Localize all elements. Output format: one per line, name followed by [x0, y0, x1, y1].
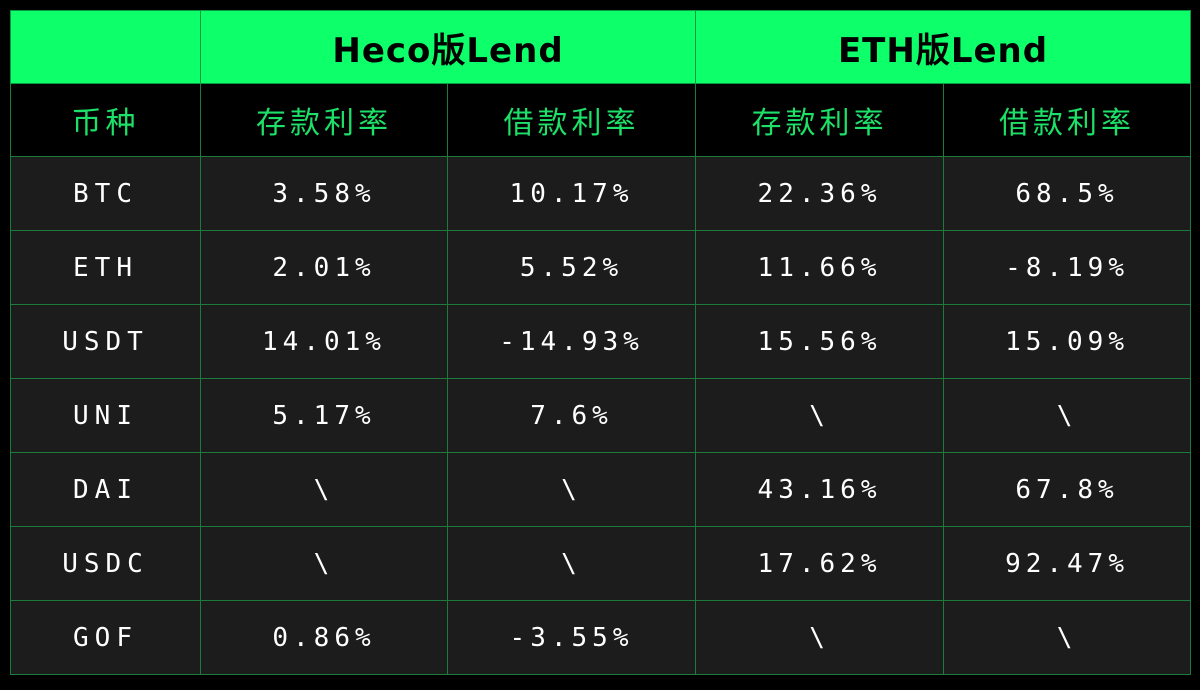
rates-table-container: Heco版Lend ETH版Lend 币种 存款利率 借款利率 存款利率 借款利…	[10, 10, 1192, 675]
rate-cell: \	[695, 378, 945, 453]
rate-cell: 17.62%	[695, 526, 945, 601]
rate-cell: 7.6%	[446, 378, 697, 453]
eth-deposit-rate: \	[809, 622, 830, 653]
eth-borrow-rate: \	[1056, 400, 1078, 431]
heco-deposit-rate-label: 存款利率	[256, 106, 392, 141]
eth-borrow-rate-header: 借款利率	[943, 83, 1192, 157]
heco-borrow-rate: -14.93%	[499, 326, 644, 357]
coin-name: GOF	[73, 622, 138, 653]
rate-cell: -14.93%	[446, 304, 697, 379]
heco-borrow-rate-header: 借款利率	[446, 83, 697, 157]
eth-deposit-rate-header: 存款利率	[695, 83, 945, 157]
rate-cell: 0.86%	[200, 600, 448, 675]
rate-cell: \	[695, 600, 945, 675]
heco-lend-title: Heco版Lend	[332, 30, 564, 71]
table-row-dai: DAI \ \ 43.16% 67.8%	[10, 452, 1192, 527]
rate-cell: 68.5%	[943, 156, 1192, 231]
rate-cell: 15.09%	[943, 304, 1192, 379]
coin-cell: BTC	[10, 156, 201, 231]
rate-cell: 14.01%	[200, 304, 448, 379]
table-row-usdc: USDC \ \ 17.62% 92.47%	[10, 526, 1192, 601]
rate-cell: -3.55%	[446, 600, 697, 675]
heco-deposit-rate: 3.58%	[272, 178, 376, 209]
coin-cell: UNI	[10, 378, 201, 453]
eth-borrow-rate-label: 借款利率	[999, 106, 1136, 141]
lending-rates-table: Heco版Lend ETH版Lend 币种 存款利率 借款利率 存款利率 借款利…	[10, 10, 1192, 675]
table-row-uni: UNI 5.17% 7.6% \ \	[10, 378, 1192, 453]
rate-cell: 5.52%	[446, 230, 697, 305]
heco-deposit-rate-header: 存款利率	[200, 83, 448, 157]
heco-borrow-rate: \	[561, 548, 582, 579]
heco-deposit-rate: 14.01%	[262, 326, 386, 357]
eth-deposit-rate-label: 存款利率	[751, 106, 888, 141]
coin-cell: USDT	[10, 304, 201, 379]
eth-borrow-rate: 67.8%	[1015, 474, 1119, 505]
rate-cell: \	[943, 378, 1192, 453]
heco-borrow-rate: \	[561, 474, 582, 505]
column-header-row: 币种 存款利率 借款利率 存款利率 借款利率	[10, 83, 1192, 157]
rate-cell: 67.8%	[943, 452, 1192, 527]
eth-deposit-rate: 17.62%	[757, 548, 882, 579]
heco-deposit-rate: 0.86%	[272, 622, 376, 653]
eth-borrow-rate: 15.09%	[1005, 326, 1129, 357]
coin-cell: GOF	[10, 600, 201, 675]
rate-cell: 10.17%	[446, 156, 697, 231]
coin-name: DAI	[73, 474, 138, 505]
table-row-usdt: USDT 14.01% -14.93% 15.56% 15.09%	[10, 304, 1192, 379]
coin-column-header: 币种	[10, 83, 201, 157]
rate-cell: \	[446, 526, 697, 601]
heco-borrow-rate-label: 借款利率	[503, 106, 640, 141]
rate-cell: 22.36%	[695, 156, 945, 231]
table-row-btc: BTC 3.58% 10.17% 22.36% 68.5%	[10, 156, 1192, 231]
group-header-row: Heco版Lend ETH版Lend	[10, 10, 1192, 84]
eth-deposit-rate: \	[809, 400, 830, 431]
rate-cell: 3.58%	[200, 156, 448, 231]
rate-cell: 11.66%	[695, 230, 945, 305]
eth-deposit-rate: 15.56%	[757, 326, 882, 357]
coin-name: UNI	[73, 400, 138, 431]
eth-borrow-rate: 68.5%	[1015, 178, 1119, 209]
heco-lend-header: Heco版Lend	[199, 10, 697, 84]
eth-borrow-rate: \	[1056, 622, 1078, 653]
rate-cell: 43.16%	[695, 452, 945, 527]
eth-lend-title: ETH版Lend	[837, 30, 1049, 71]
rate-cell: \	[943, 600, 1192, 675]
table-row-gof: GOF 0.86% -3.55% \ \	[10, 600, 1192, 675]
rate-cell: \	[446, 452, 697, 527]
coin-name: ETH	[73, 252, 138, 283]
rate-cell: 15.56%	[695, 304, 945, 379]
eth-borrow-rate: 92.47%	[1005, 548, 1129, 579]
eth-deposit-rate: 11.66%	[757, 252, 882, 283]
rate-cell: 92.47%	[943, 526, 1192, 601]
coin-name: USDT	[62, 326, 149, 357]
rate-cell: 2.01%	[200, 230, 448, 305]
eth-deposit-rate: 22.36%	[757, 178, 882, 209]
eth-deposit-rate: 43.16%	[757, 474, 882, 505]
heco-borrow-rate: -3.55%	[509, 622, 634, 653]
rate-cell: \	[200, 526, 448, 601]
rate-cell: \	[200, 452, 448, 527]
coin-cell: ETH	[10, 230, 201, 305]
heco-borrow-rate: 7.6%	[530, 400, 613, 431]
coin-column-label: 币种	[71, 106, 140, 141]
coin-cell: DAI	[10, 452, 201, 527]
rate-cell: -8.19%	[943, 230, 1192, 305]
coin-name: USDC	[62, 548, 149, 579]
heco-deposit-rate: \	[313, 548, 335, 579]
coin-name: BTC	[73, 178, 138, 209]
eth-borrow-rate: -8.19%	[1005, 252, 1129, 283]
heco-deposit-rate: \	[313, 474, 335, 505]
heco-borrow-rate: 10.17%	[509, 178, 634, 209]
heco-deposit-rate: 2.01%	[272, 252, 376, 283]
heco-borrow-rate: 5.52%	[519, 252, 624, 283]
table-row-eth: ETH 2.01% 5.52% 11.66% -8.19%	[10, 230, 1192, 305]
eth-lend-header: ETH版Lend	[695, 10, 1192, 84]
corner-cell	[10, 10, 201, 84]
rate-cell: 5.17%	[200, 378, 448, 453]
coin-cell: USDC	[10, 526, 201, 601]
heco-deposit-rate: 5.17%	[272, 400, 376, 431]
